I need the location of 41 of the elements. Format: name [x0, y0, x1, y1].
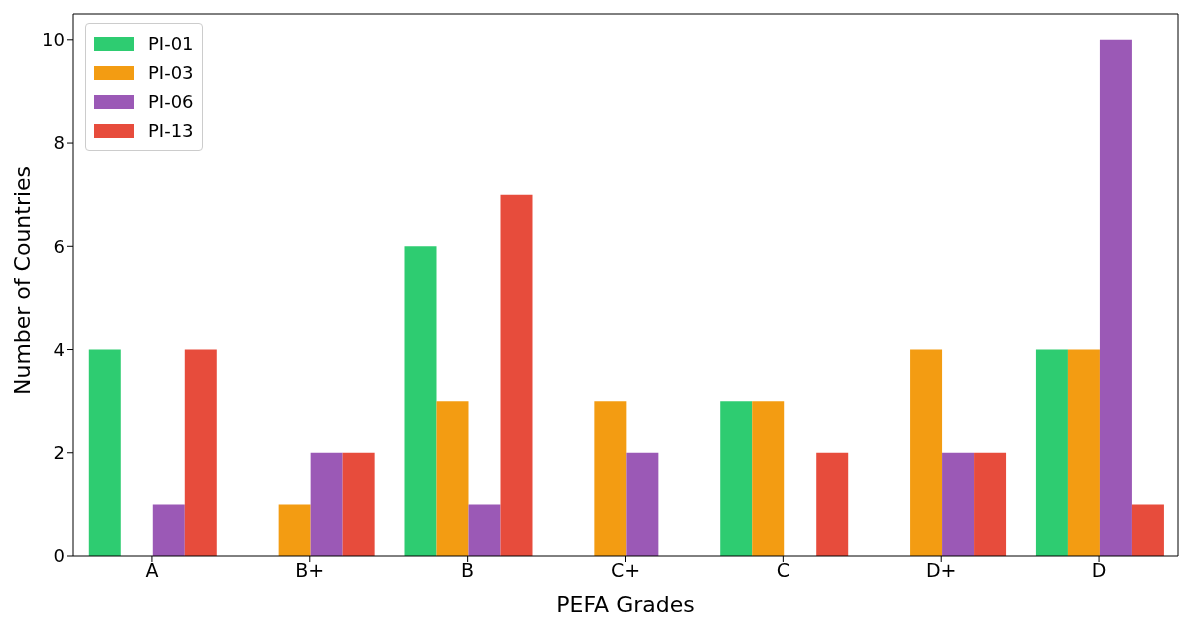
bar: [594, 401, 627, 556]
bar: [816, 452, 849, 556]
y-tick-label: 2: [53, 442, 65, 464]
bar: [942, 452, 975, 556]
x-axis-title: PEFA Grades: [556, 592, 695, 617]
y-tick-label: 8: [53, 132, 65, 154]
bar: [404, 246, 437, 556]
bar: [500, 194, 533, 556]
x-tick-label: C: [776, 559, 790, 582]
x-tick-label: B: [461, 559, 475, 582]
bar: [1099, 39, 1132, 556]
bar: [1035, 349, 1068, 556]
bar: [88, 349, 121, 556]
bar: [974, 452, 1007, 556]
legend-label: PI-01: [148, 33, 194, 54]
x-tick-label: A: [145, 559, 159, 582]
y-tick-label: 6: [53, 235, 65, 257]
bar: [310, 452, 343, 556]
bar: [436, 401, 469, 556]
bar: [152, 504, 185, 556]
bar: [1067, 349, 1100, 556]
bar: [278, 504, 311, 556]
legend-label: PI-06: [148, 91, 194, 112]
bar: [342, 452, 375, 556]
bar: [1131, 504, 1164, 556]
bar: [910, 349, 943, 556]
legend-label: PI-03: [148, 62, 194, 83]
bar: [626, 452, 659, 556]
x-tick-label: D+: [925, 559, 957, 582]
bar: [184, 349, 217, 556]
y-tick-label: 4: [53, 338, 65, 360]
x-tick-label: B+: [295, 559, 325, 582]
y-axis-title: Number of Countries: [9, 165, 35, 395]
y-tick-label: 0: [53, 545, 65, 567]
bar: [720, 401, 753, 556]
x-tick-label: D: [1091, 559, 1107, 582]
bar: [752, 401, 785, 556]
x-tick-label: C+: [610, 559, 641, 582]
legend-label: PI-13: [148, 120, 194, 141]
bar: [468, 504, 501, 556]
y-tick-label: 10: [42, 29, 65, 51]
